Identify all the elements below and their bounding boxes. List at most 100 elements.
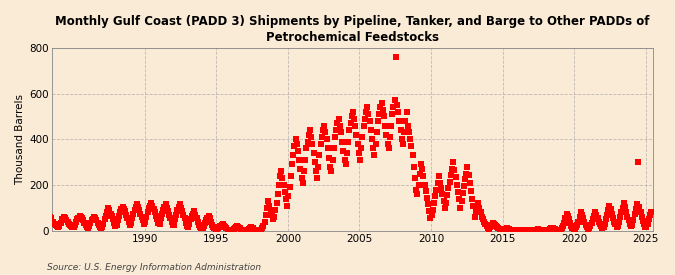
Point xyxy=(396,137,407,142)
Point xyxy=(119,209,130,213)
Point xyxy=(399,130,410,135)
Point xyxy=(374,112,385,116)
Point xyxy=(200,221,211,225)
Point xyxy=(520,228,531,232)
Point xyxy=(191,216,202,220)
Point xyxy=(209,226,220,231)
Point xyxy=(103,206,113,210)
Point xyxy=(113,214,124,218)
Point xyxy=(173,205,184,209)
Point xyxy=(149,210,160,215)
Point xyxy=(583,227,593,231)
Point xyxy=(109,221,119,225)
Point xyxy=(350,123,360,128)
Point xyxy=(344,128,355,132)
Point xyxy=(298,169,309,174)
Point xyxy=(306,135,317,139)
Point xyxy=(523,228,534,233)
Point xyxy=(259,219,270,224)
Point xyxy=(492,225,503,230)
Point xyxy=(188,211,198,216)
Point xyxy=(475,210,486,215)
Point xyxy=(623,218,634,223)
Point xyxy=(626,224,637,228)
Point xyxy=(483,227,494,231)
Point xyxy=(349,117,360,121)
Point xyxy=(167,223,178,227)
Point xyxy=(82,226,93,231)
Point xyxy=(144,204,155,208)
Point xyxy=(392,103,402,107)
Point xyxy=(250,228,261,232)
Point xyxy=(202,216,213,220)
Point xyxy=(441,201,452,205)
Point xyxy=(635,210,646,215)
Point xyxy=(435,181,446,185)
Point xyxy=(189,209,200,213)
Point xyxy=(141,215,152,219)
Point xyxy=(279,190,290,194)
Point xyxy=(627,223,638,227)
Point xyxy=(597,226,608,230)
Point xyxy=(362,105,373,109)
Point xyxy=(516,227,526,232)
Point xyxy=(256,226,267,231)
Point xyxy=(469,215,480,219)
Point xyxy=(398,142,408,146)
Point xyxy=(327,158,338,162)
Point xyxy=(590,210,601,215)
Point xyxy=(84,224,95,228)
Point xyxy=(317,135,327,139)
Point xyxy=(161,206,172,210)
Point xyxy=(542,228,553,232)
Point xyxy=(568,227,579,232)
Point xyxy=(130,205,141,209)
Point xyxy=(375,105,385,109)
Point xyxy=(196,226,207,231)
Point xyxy=(502,226,512,231)
Point xyxy=(478,217,489,221)
Point xyxy=(126,221,136,225)
Point xyxy=(172,208,183,212)
Point xyxy=(464,181,475,185)
Point xyxy=(115,210,126,215)
Point xyxy=(439,206,450,210)
Point xyxy=(246,225,257,230)
Point xyxy=(207,223,217,227)
Point xyxy=(580,223,591,227)
Point xyxy=(365,128,376,132)
Point xyxy=(487,221,498,225)
Point xyxy=(308,151,319,155)
Point xyxy=(263,199,273,203)
Point xyxy=(111,223,122,227)
Point xyxy=(404,130,414,135)
Point xyxy=(67,225,78,230)
Point xyxy=(233,225,244,230)
Point xyxy=(603,208,614,212)
Point xyxy=(608,216,618,220)
Point xyxy=(221,226,232,231)
Point xyxy=(342,151,352,155)
Point xyxy=(393,110,404,114)
Point xyxy=(429,201,439,205)
Point xyxy=(610,222,621,227)
Point xyxy=(436,186,447,191)
Point xyxy=(345,121,356,126)
Point xyxy=(203,214,214,218)
Point xyxy=(86,218,97,223)
Point xyxy=(60,216,71,220)
Point xyxy=(210,227,221,232)
Point xyxy=(90,216,101,220)
Point xyxy=(387,112,398,116)
Point xyxy=(40,222,51,226)
Point xyxy=(508,228,519,232)
Point xyxy=(396,128,406,132)
Point xyxy=(186,214,197,218)
Point xyxy=(441,193,452,197)
Point xyxy=(545,226,556,231)
Point xyxy=(401,110,412,114)
Point xyxy=(458,184,469,188)
Point xyxy=(241,228,252,232)
Point xyxy=(410,176,421,180)
Point xyxy=(205,216,215,220)
